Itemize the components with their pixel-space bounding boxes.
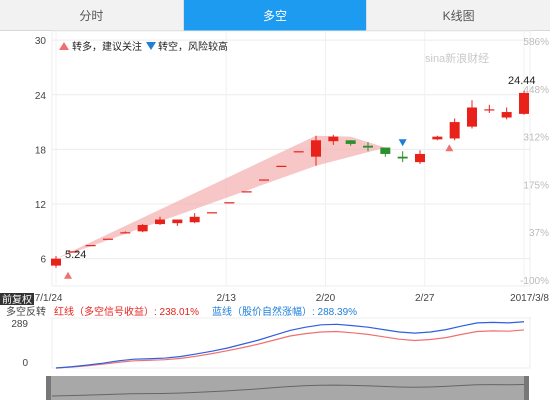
range-navigator[interactable] — [46, 376, 529, 400]
y-tick-label: 30 — [35, 36, 47, 47]
red-return-line — [55, 329, 525, 369]
y-tick-label: 18 — [35, 145, 47, 156]
candle-body — [501, 112, 512, 118]
candle-body — [103, 238, 113, 240]
last-price-label: 24.44 — [508, 75, 536, 87]
right-tick-label: 448% — [523, 85, 549, 96]
y-tick-label: 12 — [35, 200, 47, 211]
right-tick-label: -100% — [520, 276, 549, 287]
right-tick-label: 37% — [529, 228, 549, 239]
candle-body — [449, 122, 460, 139]
candle-body — [51, 258, 61, 266]
sub-y-bottom: 0 — [22, 358, 28, 369]
candle-body — [311, 140, 321, 157]
x-tick-label: 2/13 — [216, 293, 236, 304]
signals — [64, 139, 454, 279]
x-axis: 2017/1/24 2/13 2/20 2/27 2017/3/8 — [18, 293, 549, 304]
candle-body — [85, 245, 96, 247]
buy-signal-icon — [445, 144, 454, 152]
candle-body — [293, 151, 304, 153]
tab-bull-bear[interactable]: 多空 — [182, 0, 367, 31]
main-plot-frame — [51, 30, 531, 287]
right-tick-label: 175% — [523, 180, 549, 191]
candle-body — [155, 219, 165, 225]
adjust-label: 前复权 — [2, 293, 32, 306]
candle-body — [432, 136, 443, 140]
down-arrow-icon — [146, 42, 156, 50]
candle-body — [519, 92, 529, 114]
x-tick-label: 2017/1/24 — [18, 293, 63, 304]
candle-body — [345, 140, 356, 144]
y-axis: 6 12 18 24 30 — [35, 36, 47, 266]
candle-body — [137, 224, 148, 232]
blue-return-line — [55, 321, 525, 369]
x-tick-label: 2/20 — [316, 293, 336, 304]
candles — [51, 90, 529, 268]
red-line-legend: 红线（多空信号收益）: 238.01% — [54, 305, 199, 318]
candle-body — [484, 109, 495, 111]
legend-up: 转多，建议关注 — [72, 40, 142, 53]
first-price-label: 5.24 — [65, 249, 86, 261]
range-handle-right[interactable] — [524, 376, 529, 400]
sell-signal-icon — [398, 139, 407, 147]
candle-body — [224, 202, 235, 204]
candle-body — [241, 191, 252, 193]
y-tick-label: 24 — [35, 91, 47, 102]
candle-body — [415, 153, 425, 163]
watermark: sina新浪财经 — [425, 51, 489, 65]
y-tick-label: 6 — [40, 255, 46, 266]
candle-body — [68, 251, 79, 253]
signal-fan-area — [56, 135, 386, 259]
sub-plot-frame — [51, 317, 531, 369]
blue-line-legend: 蓝线（股价自然涨幅）: 288.39% — [212, 305, 357, 318]
legend: 转多，建议关注 转空，风险较高 — [59, 40, 228, 53]
right-axis: 586% 448% 312% 175% 37% -100% — [520, 37, 549, 287]
x-tick-label: 2017/3/8 — [510, 293, 549, 304]
legend-down: 转空，风险较高 — [158, 40, 228, 53]
x-tick-label: 2/27 — [415, 293, 435, 304]
adjust-badge[interactable] — [0, 293, 34, 305]
candle-body — [276, 165, 287, 167]
sub-y-top: 289 — [11, 319, 28, 330]
candle-body — [380, 147, 391, 154]
candle-body — [397, 156, 408, 159]
candle-body — [363, 145, 373, 148]
sub-panel-title: 多空反转 — [6, 305, 46, 318]
candle-body — [189, 216, 200, 223]
candle-body — [207, 212, 217, 214]
candle-body — [328, 136, 339, 142]
candle-body — [259, 179, 269, 181]
navigator-line — [51, 383, 525, 397]
candle-body — [172, 219, 183, 224]
candle-body — [467, 107, 477, 127]
right-tick-label: 312% — [523, 133, 549, 144]
up-arrow-icon — [59, 42, 69, 50]
buy-signal-icon — [64, 271, 72, 279]
candle-body — [120, 232, 131, 234]
right-tick-label: 586% — [523, 37, 549, 48]
range-handle-left[interactable] — [46, 376, 51, 400]
